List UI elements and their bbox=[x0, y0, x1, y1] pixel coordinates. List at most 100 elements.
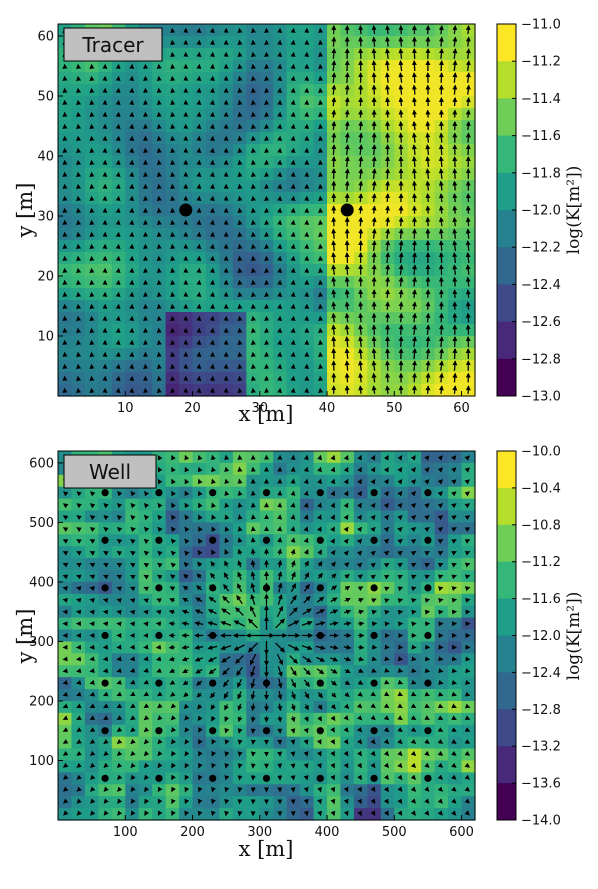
colorbar-tick-label: −11.6 bbox=[521, 592, 561, 607]
well-point bbox=[209, 774, 217, 782]
flow-arrow bbox=[317, 454, 323, 461]
y-tick-label: 40 bbox=[37, 150, 54, 165]
flow-arrow bbox=[398, 24, 404, 35]
well-point bbox=[424, 536, 432, 544]
flow-arrow bbox=[438, 132, 444, 143]
tracer-point bbox=[340, 203, 354, 217]
flow-arrow bbox=[331, 348, 337, 360]
flow-arrow bbox=[224, 798, 230, 805]
flow-arrow bbox=[438, 144, 444, 155]
flow-arrow bbox=[398, 324, 404, 335]
colorbar-tick-label: −12.2 bbox=[521, 241, 561, 256]
well-x-axis-label: x [m] bbox=[239, 837, 294, 861]
flow-arrow bbox=[398, 109, 404, 118]
flow-arrow bbox=[464, 586, 471, 592]
colorbar-tick-label: −10.8 bbox=[521, 518, 561, 533]
colorbar-band bbox=[497, 358, 516, 397]
well-point bbox=[101, 536, 109, 544]
flow-arrow bbox=[358, 301, 364, 310]
flow-arrow bbox=[250, 728, 256, 734]
colorbar-band bbox=[497, 321, 516, 360]
colorbar-band bbox=[497, 247, 516, 285]
flow-arrow bbox=[398, 132, 404, 143]
flow-arrow bbox=[385, 205, 391, 214]
flow-arrow bbox=[303, 490, 309, 496]
well-point bbox=[316, 536, 324, 544]
flow-arrow bbox=[425, 24, 431, 35]
y-tick-label: 600 bbox=[29, 456, 54, 471]
tracer-colorbar-label: log(K[m²]) bbox=[564, 166, 584, 255]
colorbar-band bbox=[497, 635, 516, 673]
flow-arrow bbox=[358, 109, 364, 118]
flow-arrow bbox=[465, 324, 471, 335]
flow-arrow bbox=[371, 264, 377, 275]
flow-arrow bbox=[438, 36, 444, 47]
well-point bbox=[262, 727, 271, 735]
colorbar-tick-label: −11.4 bbox=[521, 92, 561, 107]
colorbar-band bbox=[497, 98, 516, 137]
well-point bbox=[209, 489, 217, 497]
tracer-y-axis-label: y [m] bbox=[13, 183, 37, 239]
flow-arrow bbox=[452, 84, 458, 95]
flow-arrow bbox=[412, 348, 418, 360]
flow-arrow bbox=[438, 597, 444, 603]
flow-arrow bbox=[237, 526, 243, 532]
well-point bbox=[316, 679, 324, 687]
y-tick-label: 200 bbox=[29, 694, 54, 709]
flow-arrow bbox=[411, 84, 417, 95]
flow-arrow bbox=[438, 240, 444, 251]
well-point bbox=[155, 489, 163, 497]
flow-arrow bbox=[303, 786, 309, 793]
flow-arrow bbox=[344, 168, 350, 179]
flow-arrow bbox=[75, 668, 82, 674]
flow-arrow bbox=[438, 205, 444, 214]
flow-arrow bbox=[371, 252, 377, 264]
flow-arrow bbox=[290, 739, 296, 745]
flow-arrow bbox=[465, 301, 471, 310]
flow-arrow bbox=[465, 24, 471, 35]
flow-arrow bbox=[303, 466, 309, 473]
well-point bbox=[155, 774, 163, 782]
colorbar-tick-label: −11.2 bbox=[521, 55, 561, 70]
flow-arrow bbox=[412, 276, 417, 287]
flow-arrow bbox=[62, 679, 69, 685]
colorbar-tick-label: −10.0 bbox=[521, 445, 561, 460]
flow-arrow bbox=[398, 289, 404, 298]
colorbar-tick-label: −12.8 bbox=[521, 352, 561, 367]
tracer-x-axis-label: x [m] bbox=[239, 402, 294, 426]
flow-arrow bbox=[411, 301, 417, 310]
well-point bbox=[101, 631, 109, 640]
flow-arrow bbox=[290, 526, 296, 532]
flow-arrow bbox=[155, 621, 162, 627]
flow-arrow bbox=[331, 156, 337, 168]
flow-arrow bbox=[398, 312, 404, 323]
flow-arrow bbox=[425, 289, 431, 298]
flow-arrow bbox=[344, 96, 350, 107]
well-y-axis-label: y [m] bbox=[13, 609, 37, 665]
x-tick-label: 600 bbox=[449, 825, 474, 840]
flow-arrow bbox=[344, 360, 350, 371]
x-tick-label: 100 bbox=[113, 825, 138, 840]
well-point bbox=[262, 489, 271, 497]
flow-arrow bbox=[412, 109, 418, 118]
flow-arrow bbox=[303, 763, 309, 769]
flow-arrow bbox=[438, 24, 444, 35]
y-tick-label: 30 bbox=[37, 210, 54, 225]
flow-arrow bbox=[411, 180, 417, 191]
x-tick-label: 20 bbox=[184, 401, 201, 416]
flow-arrow bbox=[358, 216, 364, 227]
well-point bbox=[370, 727, 378, 735]
flow-arrow bbox=[344, 264, 350, 275]
well-point bbox=[209, 679, 217, 687]
colorbar-band bbox=[497, 672, 516, 710]
colorbar-tick-label: −13.6 bbox=[521, 777, 561, 792]
flow-arrow bbox=[438, 216, 444, 227]
y-tick-label: 100 bbox=[29, 754, 54, 769]
colorbar-tick-label: −13.2 bbox=[521, 740, 561, 755]
flow-arrow bbox=[358, 312, 364, 323]
flow-arrow bbox=[371, 324, 377, 335]
well-point bbox=[316, 584, 324, 592]
y-tick-label: 20 bbox=[37, 270, 54, 285]
